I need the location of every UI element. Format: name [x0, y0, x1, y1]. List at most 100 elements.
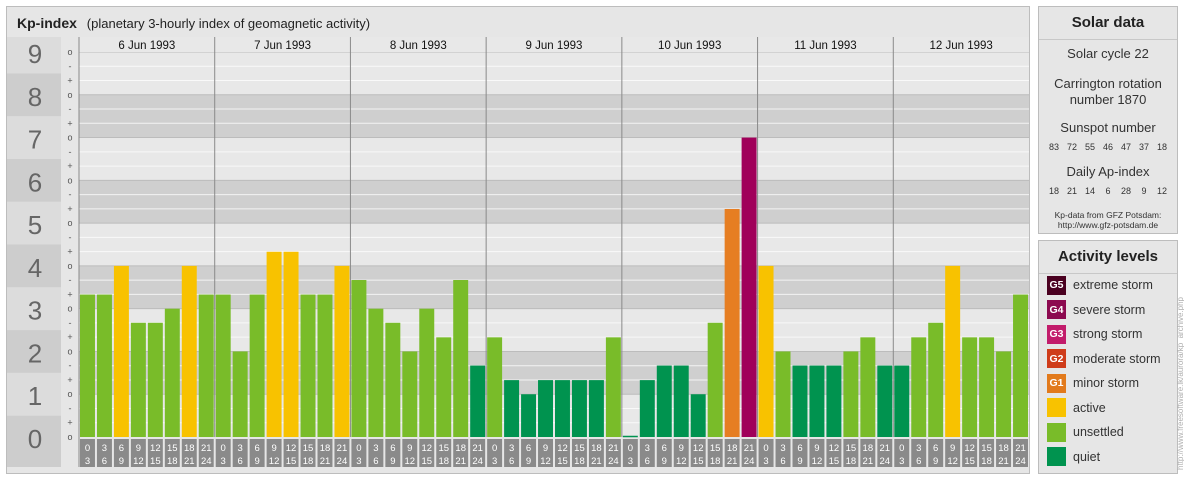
- sunspot-value: 83: [1048, 142, 1059, 152]
- interval-start-label: 9: [543, 443, 548, 454]
- interval-start-label: 12: [693, 443, 704, 454]
- legend-swatch: G5: [1047, 275, 1066, 295]
- interval-box: [266, 439, 282, 467]
- interval-end-label: 3: [628, 456, 633, 467]
- legend-swatch: [1047, 447, 1066, 466]
- interval-box: [894, 439, 910, 467]
- interval-end-label: 9: [254, 456, 259, 467]
- interval-end-label: 15: [286, 456, 297, 467]
- interval-box: [877, 439, 893, 467]
- y-tick-label: 2: [28, 338, 42, 368]
- y-tick-label: 8: [28, 82, 42, 112]
- kp-bar: [843, 351, 859, 437]
- interval-box: [453, 439, 469, 467]
- kp-bar: [538, 380, 553, 437]
- interval-start-label: 15: [438, 443, 449, 454]
- day-label: 11 Jun 1993: [794, 40, 856, 52]
- kp-bar: [928, 322, 944, 437]
- interval-start-label: 21: [880, 443, 891, 454]
- y-minor-mark: o: [67, 304, 72, 314]
- interval-end-label: 15: [150, 456, 161, 467]
- y-minor-mark: +: [67, 289, 72, 299]
- kp-bar: [809, 365, 825, 437]
- interval-box: [147, 439, 163, 467]
- kp-bar: [656, 365, 672, 437]
- interval-box: [232, 439, 248, 467]
- interval-start-label: 21: [608, 443, 619, 454]
- ap-values: 18 21 14 6 28 9 12: [1039, 186, 1177, 196]
- y-tick-label: 4: [28, 253, 42, 283]
- interval-start-label: 15: [846, 443, 857, 454]
- kp-bar: [181, 265, 197, 437]
- y-tick-label: 3: [28, 296, 42, 326]
- interval-box: [436, 439, 452, 467]
- chart-title: Kp-index: [17, 15, 77, 31]
- interval-end-label: 6: [645, 456, 650, 467]
- kp-bar: [962, 337, 978, 437]
- interval-end-label: 12: [676, 456, 687, 467]
- y-minor-mark: +: [67, 204, 72, 214]
- interval-box: [317, 439, 333, 467]
- y-label-band: [7, 73, 61, 117]
- kp-bar: [453, 280, 469, 437]
- interval-end-label: 3: [85, 456, 90, 467]
- kp-chart-panel: Kp-index (planetary 3-hourly index of ge…: [6, 6, 1030, 474]
- interval-end-label: 18: [574, 456, 585, 467]
- credit-line2: http://www.gfz-potsdam.de: [1057, 220, 1159, 230]
- legend-item: unsettled: [1047, 422, 1124, 442]
- interval-box: [300, 439, 316, 467]
- ap-value: 18: [1048, 186, 1059, 196]
- interval-start-label: 15: [981, 443, 992, 454]
- interval-start-label: 12: [150, 443, 161, 454]
- interval-box: [80, 439, 95, 467]
- interval-box: [1013, 439, 1028, 467]
- kp-bar: [419, 308, 435, 437]
- level-band: [79, 223, 1029, 266]
- interval-start-label: 0: [356, 443, 361, 454]
- kp-bar: [113, 265, 129, 437]
- solar-cycle: Solar cycle 22: [1067, 46, 1149, 61]
- y-label-band: [7, 287, 61, 331]
- interval-start-label: 18: [998, 443, 1009, 454]
- interval-box: [571, 439, 587, 467]
- kp-bar: [283, 251, 299, 437]
- interval-end-label: 6: [780, 456, 785, 467]
- legend-label: moderate storm: [1073, 351, 1161, 366]
- interval-start-label: 6: [254, 443, 259, 454]
- interval-box: [164, 439, 180, 467]
- kp-bar: [147, 322, 163, 437]
- ap-title: Daily Ap-index: [1066, 164, 1150, 179]
- interval-box: [334, 439, 350, 467]
- y-label-band: [7, 244, 61, 288]
- interval-end-label: 24: [1015, 456, 1026, 467]
- level-band: [79, 94, 1029, 138]
- y-minor-mark: +: [67, 332, 72, 342]
- y-minor-mark: +: [67, 375, 72, 385]
- kp-bar: [724, 208, 740, 437]
- interval-end-label: 15: [421, 456, 432, 467]
- watermark: http://www.freesoftware.lk/aurora/kp_arc…: [1176, 297, 1184, 470]
- interval-box: [962, 439, 978, 467]
- interval-box: [198, 439, 214, 467]
- ap-value: 14: [1084, 186, 1095, 196]
- y-tick-label: 7: [28, 125, 42, 155]
- kp-bar: [741, 137, 757, 438]
- y-label-band: [7, 116, 61, 159]
- interval-start-label: 15: [303, 443, 314, 454]
- y-tick-label: 0: [28, 424, 42, 454]
- kp-bar: [215, 294, 231, 437]
- y-minor-mark: +: [67, 118, 72, 128]
- interval-start-label: 9: [407, 443, 412, 454]
- activity-levels-title: Activity levels: [1039, 241, 1177, 274]
- interval-box: [656, 439, 672, 467]
- chart-subtitle: (planetary 3-hourly index of geomagnetic…: [86, 16, 371, 31]
- y-tick-label: 9: [28, 39, 42, 69]
- kp-bar: [300, 294, 316, 437]
- kp-bar: [555, 380, 570, 437]
- interval-box: [283, 439, 299, 467]
- interval-end-label: 12: [133, 456, 144, 467]
- legend-label: active: [1073, 400, 1106, 415]
- legend-label: quiet: [1073, 449, 1101, 464]
- interval-start-label: 0: [899, 443, 904, 454]
